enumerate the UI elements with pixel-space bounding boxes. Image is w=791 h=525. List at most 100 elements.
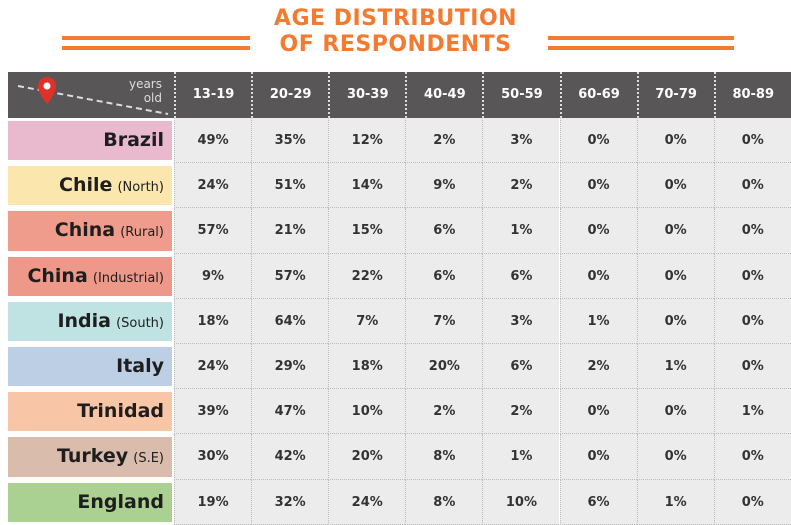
value-cell: 1% — [636, 344, 714, 390]
decor-rule — [62, 36, 250, 40]
corner-label: years — [128, 77, 162, 91]
country-note: (S.E) — [133, 451, 164, 467]
row-label: Turkey (S.E) — [8, 437, 172, 477]
value-cell: 64% — [251, 298, 329, 344]
column-header: 70-79 — [636, 72, 714, 118]
value-cell: 29% — [251, 344, 329, 390]
value-cell: 6% — [405, 208, 483, 254]
country-name: Turkey — [56, 445, 129, 468]
value-cell: 8% — [405, 434, 483, 480]
column-header: 40-49 — [405, 72, 482, 118]
country-name: Brazil — [103, 129, 164, 151]
value-cell: 2% — [559, 344, 637, 390]
value-cell: 24% — [174, 344, 252, 390]
corner-label: old — [143, 91, 162, 105]
row-label: China (Industrial) — [8, 256, 172, 296]
value-cell: 2% — [405, 118, 483, 164]
value-cell: 0% — [713, 298, 791, 344]
row-label: Chile (North) — [8, 166, 172, 206]
value-cell: 0% — [713, 118, 791, 164]
row-label: China (Rural) — [8, 211, 172, 251]
value-cell: 10% — [482, 479, 560, 525]
value-cell: 15% — [328, 208, 406, 254]
value-cell: 39% — [174, 389, 252, 435]
value-cell: 20% — [328, 434, 406, 480]
value-cell: 6% — [482, 253, 560, 299]
header-bar — [8, 72, 791, 118]
value-cell: 0% — [559, 163, 637, 209]
value-cell: 30% — [174, 434, 252, 480]
value-cell: 2% — [405, 389, 483, 435]
value-cell: 24% — [328, 479, 406, 525]
value-cell: 0% — [636, 389, 714, 435]
row-label: Brazil — [8, 121, 172, 161]
value-cell: 0% — [713, 344, 791, 390]
value-cell: 0% — [636, 163, 714, 209]
value-cell: 3% — [482, 298, 560, 344]
value-cell: 1% — [482, 208, 560, 254]
value-cell: 24% — [174, 163, 252, 209]
value-cell: 49% — [174, 118, 252, 164]
value-cell: 0% — [559, 118, 637, 164]
country-name: China — [54, 219, 116, 242]
value-cell: 6% — [559, 479, 637, 525]
title-line: OF RESPONDENTS — [279, 32, 512, 57]
value-cell: 22% — [328, 253, 406, 299]
value-cell: 7% — [405, 298, 483, 344]
value-cell: 32% — [251, 479, 329, 525]
value-cell: 19% — [174, 479, 252, 525]
value-cell: 9% — [405, 163, 483, 209]
column-header: 80-89 — [713, 72, 791, 118]
column-header: 30-39 — [328, 72, 405, 118]
value-cell: 2% — [482, 389, 560, 435]
column-header: 20-29 — [251, 72, 328, 118]
value-cell: 0% — [713, 208, 791, 254]
value-cell: 6% — [405, 253, 483, 299]
value-cell: 9% — [174, 253, 252, 299]
value-cell: 57% — [174, 208, 252, 254]
country-name: Italy — [116, 355, 164, 377]
value-cell: 20% — [405, 344, 483, 390]
value-cell: 18% — [328, 344, 406, 390]
value-cell: 0% — [559, 389, 637, 435]
value-cell: 47% — [251, 389, 329, 435]
decor-rule — [62, 46, 250, 50]
value-cell: 2% — [482, 163, 560, 209]
row-label: Italy — [8, 347, 172, 387]
value-cell: 0% — [636, 253, 714, 299]
column-header: 60-69 — [559, 72, 637, 118]
value-cell: 0% — [636, 298, 714, 344]
country-name: Chile — [59, 174, 113, 197]
value-cell: 14% — [328, 163, 406, 209]
value-cell: 12% — [328, 118, 406, 164]
value-cell: 10% — [328, 389, 406, 435]
country-name: Trinidad — [77, 400, 164, 423]
value-cell: 0% — [559, 208, 637, 254]
value-cell: 1% — [482, 434, 560, 480]
corner-decor — [17, 77, 169, 115]
country-note: (South) — [116, 315, 164, 331]
value-cell: 7% — [328, 298, 406, 344]
value-cell: 1% — [713, 389, 791, 435]
value-cell: 18% — [174, 298, 252, 344]
value-cell: 35% — [251, 118, 329, 164]
value-cell: 0% — [713, 434, 791, 480]
value-cell: 57% — [251, 253, 329, 299]
decor-rule — [548, 46, 734, 50]
row-label: England — [8, 482, 172, 522]
value-cell: 1% — [559, 298, 637, 344]
value-cell: 0% — [713, 253, 791, 299]
value-cell: 3% — [482, 118, 560, 164]
value-cell: 0% — [636, 208, 714, 254]
value-cell: 0% — [559, 253, 637, 299]
country-name: England — [77, 490, 164, 513]
country-note: (North) — [117, 180, 164, 196]
decor-rule — [548, 36, 734, 40]
title-line: AGE DISTRIBUTION — [273, 6, 518, 31]
value-cell: 0% — [713, 479, 791, 525]
column-header: 13-19 — [174, 72, 251, 118]
country-note: (Rural) — [120, 225, 164, 241]
value-cell: 42% — [251, 434, 329, 480]
value-cell: 1% — [636, 479, 714, 525]
